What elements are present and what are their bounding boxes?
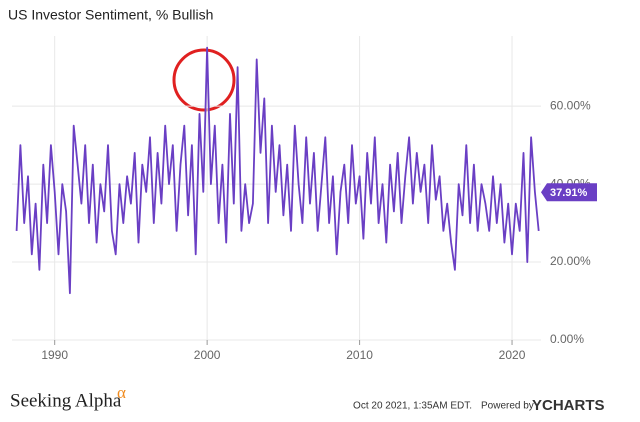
source-symbol: α — [117, 383, 126, 402]
last-value-label: 37.91% — [550, 187, 588, 199]
chart-title: US Investor Sentiment, % Bullish — [8, 7, 213, 23]
brand: YCHARTS — [532, 397, 605, 414]
y-tick-label: 20.00% — [550, 254, 591, 268]
x-tick-label: 1990 — [41, 348, 68, 362]
y-tick-label: 0.00% — [550, 332, 584, 346]
source-logo: Seeking Alpha — [10, 390, 122, 411]
powered-by: Powered by — [481, 401, 534, 412]
x-tick-label: 2000 — [194, 348, 221, 362]
highlight-circle — [172, 48, 236, 112]
x-tick-label: 2020 — [499, 348, 526, 362]
y-tick-label: 60.00% — [550, 98, 591, 112]
last-value-badge — [541, 183, 597, 202]
timestamp: Oct 20 2021, 1:35AM EDT. — [353, 401, 472, 412]
x-tick-label: 2010 — [346, 348, 373, 362]
series-line — [15, 46, 540, 295]
